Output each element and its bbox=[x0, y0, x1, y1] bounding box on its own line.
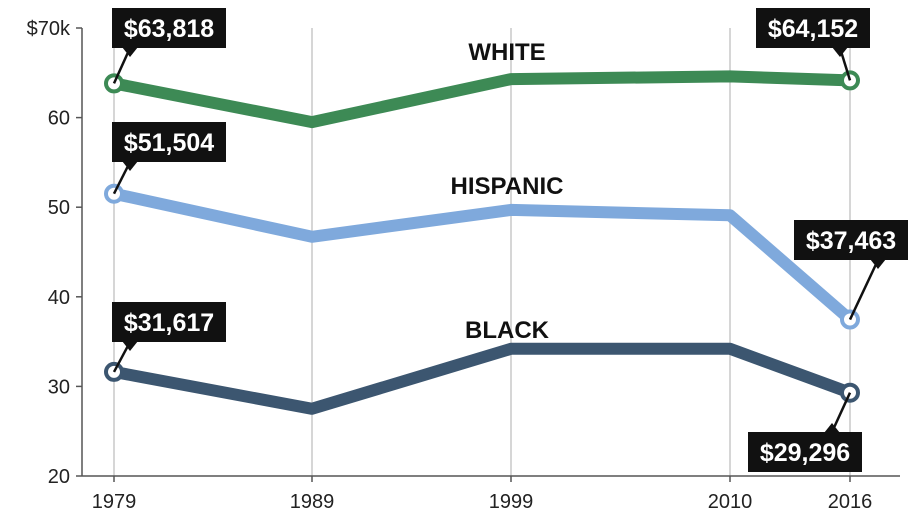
white-callout-1979: $63,818 bbox=[112, 8, 226, 84]
black-series-label: BLACK bbox=[465, 317, 550, 344]
hispanic-series-label: HISPANIC bbox=[451, 173, 564, 200]
black-callout-pointer-1979 bbox=[122, 341, 138, 351]
series-label-layer: WHITE HISPANIC BLACK bbox=[451, 39, 564, 344]
hispanic-callout-connector-2016 bbox=[848, 259, 880, 321]
black-callout-connector-2016 bbox=[830, 392, 852, 433]
hispanic-callout-label-1979: $51,504 bbox=[124, 129, 214, 157]
hispanic-callout-box-2016 bbox=[794, 220, 908, 260]
x-tick-label-1979: 1979 bbox=[92, 491, 137, 513]
white-series-label: WHITE bbox=[468, 39, 545, 66]
y-tick-label-30: 30 bbox=[48, 376, 70, 398]
white-callout-connector-1979 bbox=[112, 47, 132, 84]
black-callout-pointer-2016 bbox=[824, 423, 840, 433]
x-tick-label-1989: 1989 bbox=[290, 491, 335, 513]
hispanic-callout-pointer-1979 bbox=[122, 161, 138, 171]
hispanic-callout-pointer-2016 bbox=[870, 259, 886, 269]
x-tick-label-1999: 1999 bbox=[489, 491, 534, 513]
black-callout-label-1979: $31,617 bbox=[124, 309, 214, 337]
series-layer bbox=[104, 70, 860, 415]
x-tick-label-2010: 2010 bbox=[708, 491, 753, 513]
white-callout-box-2016 bbox=[756, 8, 870, 48]
black-callout-box-1979 bbox=[112, 302, 226, 342]
hispanic-callout-box-1979 bbox=[112, 122, 226, 162]
white-callout-label-2016: $64,152 bbox=[768, 15, 858, 43]
white-series-line bbox=[108, 70, 856, 129]
hispanic-series-line bbox=[108, 187, 856, 326]
x-tick-label-2016: 2016 bbox=[828, 491, 873, 513]
y-tick-label-40: 40 bbox=[48, 287, 70, 309]
axis-layer: 20 30 40 50 60 $70k 1979 1989 1999 2010 2016 bbox=[27, 18, 900, 513]
white-callout-box-1979 bbox=[112, 8, 226, 48]
y-tick-label-50: 50 bbox=[48, 197, 70, 219]
callout-layer: $63,818 $64,152 $51,504 $37,463 $31,617 $29,2… bbox=[112, 8, 908, 472]
hispanic-callout-1979: $51,504 bbox=[112, 122, 226, 195]
black-series-line bbox=[108, 342, 856, 415]
hispanic-callout-label-2016: $37,463 bbox=[806, 227, 896, 255]
black-callout-box-2016 bbox=[748, 432, 862, 472]
white-callout-pointer-2016 bbox=[832, 47, 848, 57]
grid-layer bbox=[113, 28, 851, 476]
black-callout-1979: $31,617 bbox=[112, 302, 226, 373]
y-tick-label-20: 20 bbox=[48, 466, 70, 488]
y-tick-label-60: 60 bbox=[48, 108, 70, 130]
white-callout-label-1979: $63,818 bbox=[124, 15, 214, 43]
y-tick-label-70: $70k bbox=[27, 18, 71, 40]
hispanic-callout-2016: $37,463 bbox=[794, 220, 908, 321]
white-callout-pointer-1979 bbox=[122, 47, 138, 57]
black-callout-2016: $29,296 bbox=[748, 392, 862, 472]
black-callout-label-2016: $29,296 bbox=[760, 439, 850, 467]
white-callout-2016: $64,152 bbox=[756, 8, 870, 81]
